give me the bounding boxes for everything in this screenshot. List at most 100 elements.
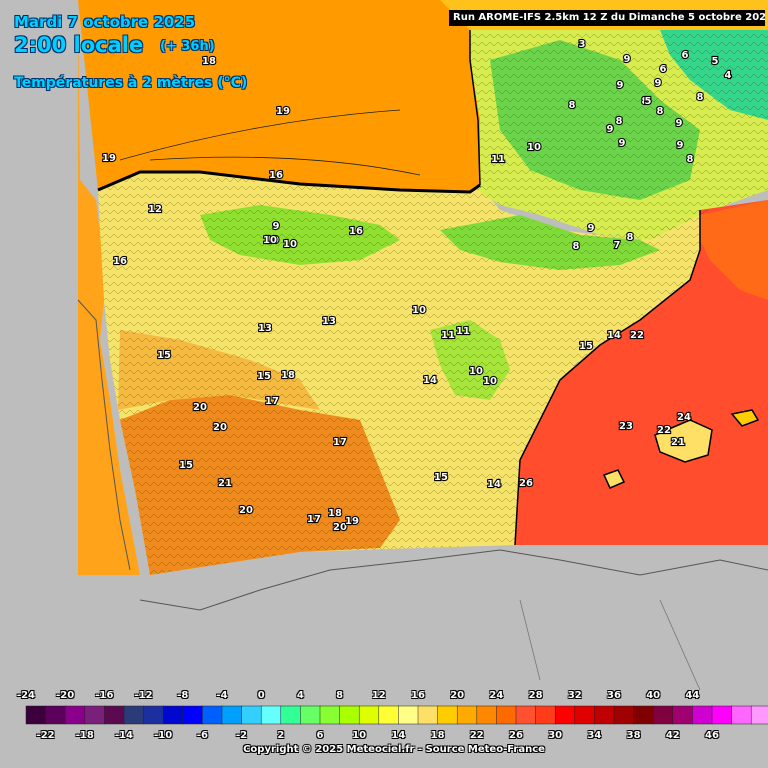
legend-bottom-tick-label: 6 — [316, 730, 324, 741]
temperature-label: 12 — [148, 204, 162, 215]
contour-texture-france — [470, 30, 768, 240]
legend-color-swatch — [574, 705, 596, 725]
temperature-label: 10 — [265, 235, 279, 246]
legend-color-swatch — [476, 705, 498, 725]
legend-color-swatch — [358, 705, 380, 725]
temperature-label: 4 — [725, 70, 732, 81]
temperature-label: 7 — [614, 240, 621, 251]
temperature-label: 8 — [642, 96, 649, 107]
lead-time: (+ 36h) — [160, 39, 215, 54]
temperature-label: 3 — [579, 39, 586, 50]
legend-top-tick-label: -12 — [134, 690, 153, 701]
temperature-label: 18 — [328, 508, 342, 519]
legend-color-swatch — [515, 705, 537, 725]
legend-color-swatch — [535, 705, 556, 725]
ibiza-island — [602, 469, 626, 489]
temperature-label: 8 — [569, 100, 576, 111]
legend-color-swatch — [143, 705, 164, 725]
temperature-label: 11 — [491, 154, 505, 165]
temperature-label: 8 — [697, 92, 704, 103]
legend-color-swatch — [633, 705, 654, 725]
temperature-label: 10 — [469, 366, 483, 377]
legend-color-swatch — [437, 705, 458, 725]
algeria-border — [519, 599, 701, 691]
temperature-label: 9 — [588, 223, 595, 234]
temperature-label: 21 — [218, 478, 232, 489]
temperature-label: 15 — [157, 350, 171, 361]
legend-color-swatch — [241, 705, 262, 725]
legend-top-tick-label: 8 — [336, 690, 344, 701]
temperature-label: 17 — [333, 437, 347, 448]
legend-bottom-tick-label: -2 — [236, 730, 248, 741]
legend-bottom-tick-label: -18 — [75, 730, 94, 741]
legend-color-swatch — [45, 705, 66, 725]
temperature-label: 13 — [258, 323, 272, 334]
legend-top-tick-label: 24 — [489, 690, 504, 701]
legend-top-tick-label: -16 — [95, 690, 114, 701]
temperature-label: 9 — [273, 221, 280, 232]
model-run-banner: Run AROME-IFS 2.5km 12 Z du Dimanche 5 o… — [449, 10, 765, 26]
temperature-label: 20 — [333, 522, 347, 533]
temperature-label: 9 — [624, 54, 631, 65]
temperature-label: 15 — [257, 371, 271, 382]
north-africa-outline — [139, 549, 768, 611]
copyright-notice: Copyright © 2025 Meteociel.fr - Source M… — [243, 744, 545, 755]
legend-color-swatch — [496, 705, 517, 725]
legend-bottom-tick-label: 34 — [587, 730, 602, 741]
temperature-label: 8 — [616, 116, 623, 127]
temperature-label: 16 — [349, 226, 363, 237]
legend-top-tick-label: 36 — [607, 690, 621, 701]
temperature-label: 10 — [527, 142, 541, 153]
temperature-label: 24 — [677, 412, 691, 423]
legend-bottom-tick-label: -14 — [114, 730, 134, 741]
legend-top-tick-label: -24 — [16, 690, 36, 701]
temperature-label: 15 — [579, 341, 593, 352]
legend-bottom-tick-label: 38 — [626, 730, 641, 741]
legend-color-swatch — [339, 705, 360, 725]
legend-top-tick-label: 32 — [567, 690, 582, 701]
legend-color-swatch — [25, 705, 47, 725]
legend-color-swatch — [692, 705, 713, 725]
temperature-label: 9 — [655, 78, 662, 89]
legend-color-swatch — [221, 705, 243, 725]
local-time: 2:00 locale — [14, 33, 144, 57]
legend-bottom-tick-label: -10 — [154, 730, 173, 741]
legend-top-tick-label: 20 — [450, 690, 465, 701]
mallorca-island — [654, 419, 713, 463]
legend-top-tick-label: 16 — [411, 690, 425, 701]
temperature-label: 9 — [607, 124, 614, 135]
legend-color-swatch — [104, 705, 125, 725]
legend-top-tick-label: -8 — [177, 690, 189, 701]
temperature-label: 8 — [657, 106, 664, 117]
legend-color-swatch — [260, 705, 282, 725]
legend-color-swatch — [182, 705, 204, 725]
temperature-color-legend: -24 -20 -16 -12 -8 -4 0 4 8 12 16 20 24 28 32 36 40 44 -22… — [0, 688, 768, 768]
temperature-label: 10 — [283, 239, 297, 250]
temperature-label: 8 — [687, 154, 694, 165]
temperature-label: 15 — [434, 472, 448, 483]
temperature-label: 5 — [712, 56, 719, 67]
legend-bottom-tick-label: 26 — [509, 730, 523, 741]
temperature-label: 20 — [193, 402, 207, 413]
legend-top-tick-label: 44 — [685, 690, 700, 701]
legend-color-swatch — [731, 705, 752, 725]
legend-color-swatch — [554, 705, 576, 725]
mediterranean-coastline — [514, 210, 701, 546]
legend-color-swatch — [398, 705, 419, 725]
cantabrian-coastline — [97, 170, 481, 194]
temperature-label: 23 — [619, 421, 633, 432]
temperature-label: 15 — [179, 460, 193, 471]
legend-color-swatch — [64, 705, 86, 725]
legend-color-swatch — [162, 705, 184, 725]
legend-color-swatch — [417, 705, 439, 725]
legend-color-swatch — [711, 705, 733, 725]
legend-bottom-tick-label: -6 — [196, 730, 208, 741]
legend-top-tick-label: 28 — [528, 690, 543, 701]
temperature-label: 6 — [682, 50, 689, 61]
temperature-label: 11 — [441, 330, 455, 341]
temperature-label: 9 — [676, 118, 683, 129]
temperature-label: 19 — [345, 516, 359, 527]
temperature-label: 14 — [487, 479, 501, 490]
legend-bottom-tick-label: 2 — [277, 730, 285, 741]
